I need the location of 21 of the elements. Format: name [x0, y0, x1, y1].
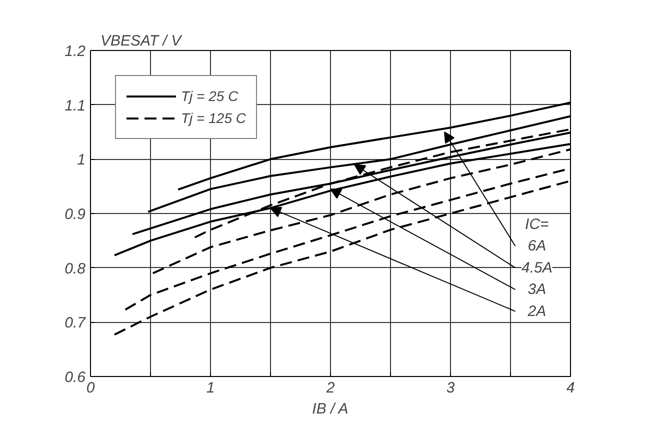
y-tick-label: 1.1: [64, 97, 86, 114]
y-tick-label: 0.9: [64, 206, 86, 223]
y-tick-label: 1: [77, 152, 86, 169]
y-axis-title: VBESAT / V: [100, 32, 184, 50]
y-tick-label: 1.2: [64, 43, 86, 60]
x-tick-label: 1: [206, 380, 215, 396]
y-tick-label: 0.6: [64, 369, 86, 386]
x-tick-label: 3: [446, 380, 456, 396]
x-tick-label: 0: [86, 380, 96, 396]
y-tick-label: 0.8: [64, 260, 86, 278]
x-tick-label: 4: [566, 380, 575, 396]
annotation: IC=: [525, 216, 550, 233]
x-tick-label: 2: [325, 380, 336, 396]
legend-label: Tj = 125 C: [181, 110, 246, 126]
annotation: 6A: [528, 238, 546, 255]
x-axis-title: IB / A: [312, 400, 348, 418]
legend-label: Tj = 25 C: [181, 88, 238, 104]
annotation: 3A: [528, 281, 546, 298]
y-tick-label: 0.7: [64, 314, 86, 332]
annotation: 2A: [526, 302, 546, 320]
annotation: 4.5A: [521, 259, 552, 276]
